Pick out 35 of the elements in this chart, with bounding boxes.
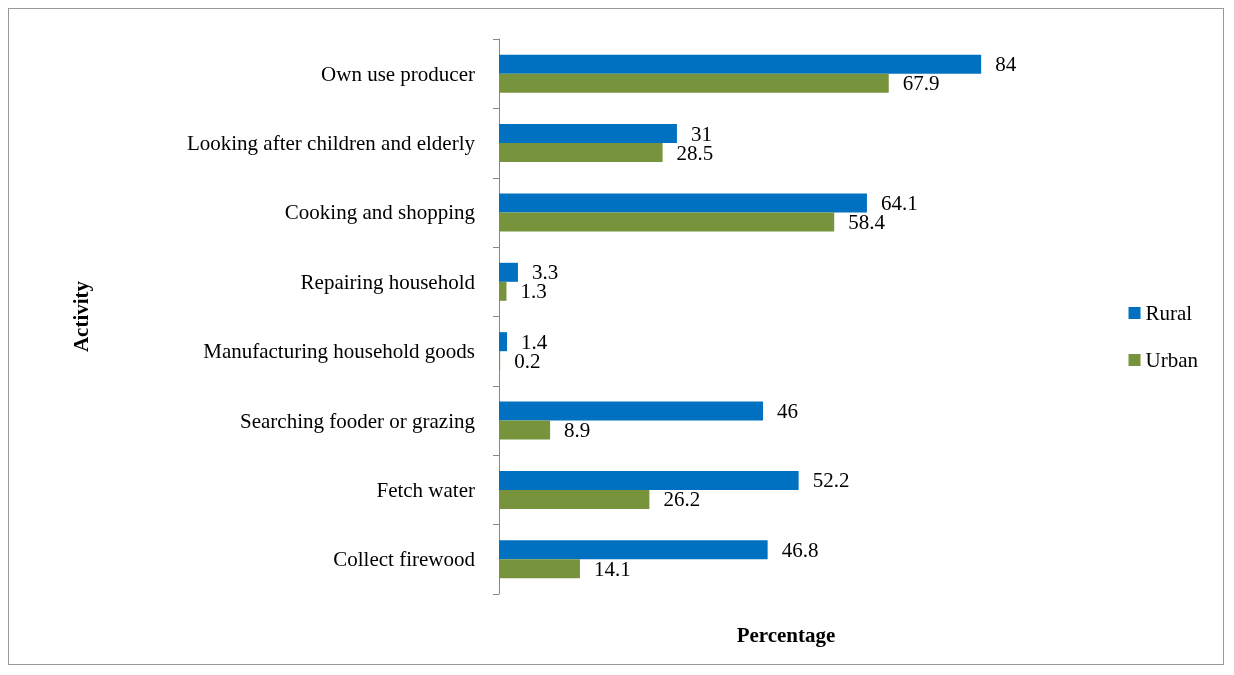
y-tick-label: Repairing household — [300, 269, 476, 294]
legend-label: Rural — [1145, 301, 1193, 325]
bar — [499, 73, 889, 93]
legend-label: Urban — [1145, 348, 1199, 372]
y-tick-label: Searching fooder or grazing — [240, 408, 476, 433]
data-label: 84 — [995, 52, 1017, 77]
bar — [499, 193, 867, 213]
bar — [499, 489, 650, 509]
data-label: 8.9 — [564, 418, 591, 443]
bar — [499, 401, 764, 421]
bar — [499, 262, 518, 282]
y-tick-label: Fetch water — [376, 477, 475, 502]
data-label: 46 — [777, 399, 799, 424]
bar — [499, 124, 677, 144]
y-tick-label: Collect firewood — [333, 547, 476, 572]
data-label: 67.9 — [902, 71, 940, 96]
y-tick-label: Manufacturing household goods — [203, 339, 475, 364]
bar — [499, 54, 982, 74]
bar — [499, 332, 508, 352]
bar — [499, 540, 768, 560]
y-tick-label: Cooking and shopping — [284, 200, 476, 225]
bar — [499, 281, 507, 301]
bar — [499, 143, 663, 163]
data-label: 46.8 — [781, 537, 819, 562]
y-tick-label: Own use producer — [321, 61, 476, 86]
bar — [499, 559, 580, 579]
bar — [499, 420, 551, 440]
y-axis-title: Activity — [68, 280, 93, 353]
data-label: 26.2 — [663, 487, 701, 512]
x-axis-title: Percentage — [736, 622, 836, 647]
data-label: 14.1 — [593, 556, 631, 581]
bar — [499, 470, 799, 490]
y-tick-label: Looking after children and elderly — [186, 131, 476, 156]
data-label: 52.2 — [812, 468, 850, 493]
bar — [499, 212, 835, 232]
